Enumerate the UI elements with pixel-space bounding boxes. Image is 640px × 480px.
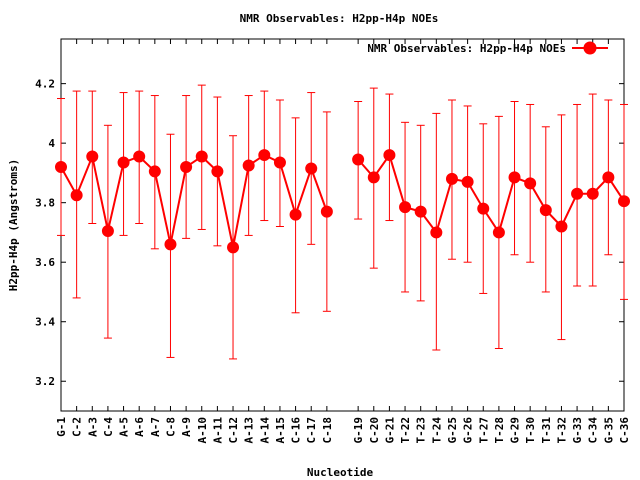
data-point (70, 189, 83, 202)
x-tick-label: A-15 (274, 417, 287, 444)
x-tick-label: T-32 (555, 417, 568, 444)
data-point (180, 160, 193, 173)
data-point (445, 172, 458, 185)
x-tick-label: G-33 (571, 417, 584, 444)
x-tick-label: G-25 (446, 417, 459, 444)
x-tick-label: A-3 (86, 417, 99, 437)
chart-title: NMR Observables: H2pp-H4p NOEs (240, 12, 439, 25)
x-tick-label: G-26 (462, 417, 475, 444)
x-tick-label: C-12 (227, 417, 240, 444)
x-tick-label: A-10 (196, 417, 209, 444)
x-tick-label: A-5 (118, 417, 131, 437)
data-point (524, 177, 537, 190)
data-point (539, 204, 552, 217)
legend-swatch-marker (583, 41, 597, 55)
data-point (320, 205, 333, 218)
data-point (399, 201, 412, 214)
data-point (273, 156, 286, 169)
data-point (430, 226, 443, 239)
data-point (101, 224, 114, 237)
plot-frame (60, 38, 625, 412)
legend-label: NMR Observables: H2pp-H4p NOEs (367, 42, 566, 55)
data-point (305, 162, 318, 175)
data-point (258, 149, 271, 162)
data-point (555, 220, 568, 233)
y-tick-label: 3.4 (35, 316, 55, 329)
y-tick-label: 3.6 (35, 256, 55, 269)
x-tick-label: C-16 (290, 417, 303, 444)
x-tick-label: G-1 (55, 417, 68, 437)
data-point (461, 175, 474, 188)
x-tick-label: C-34 (587, 417, 600, 444)
data-point (367, 171, 380, 184)
x-tick-label: T-28 (493, 417, 506, 444)
x-tick-label: C-2 (71, 417, 84, 437)
data-point (477, 202, 490, 215)
x-tick-label: C-18 (321, 417, 334, 444)
x-tick-label: C-36 (618, 417, 631, 444)
x-tick-label: C-8 (164, 417, 177, 437)
data-point (86, 150, 99, 163)
data-points (55, 149, 630, 254)
x-axis: G-1 C-2 A-3 C-4 A-5 A-6 A-7 C-8 A-9 A-10 A-11 C-12 A… (55, 39, 631, 444)
series-line (357, 152, 625, 235)
x-tick-label: T-22 (399, 417, 412, 444)
data-point (242, 159, 255, 172)
y-axis-label: H2pp-H4p (Angstroms) (7, 159, 20, 291)
data-point (586, 187, 599, 200)
x-tick-label: T-24 (430, 417, 443, 444)
x-tick-label: G-19 (352, 417, 365, 444)
data-point (148, 165, 161, 178)
x-tick-label: G-35 (602, 417, 615, 444)
x-tick-label: T-30 (524, 417, 537, 444)
data-point (383, 149, 396, 162)
y-tick-label: 3.8 (35, 197, 55, 210)
y-tick-label: 4 (48, 137, 55, 150)
series-line (60, 153, 328, 248)
x-tick-label: T-27 (477, 417, 490, 444)
data-point (289, 208, 302, 221)
data-point (414, 205, 427, 218)
x-tick-label: A-13 (243, 417, 256, 444)
data-point (602, 171, 615, 184)
x-tick-label: A-14 (258, 417, 271, 444)
data-point (618, 195, 630, 208)
x-tick-label: C-4 (102, 417, 115, 437)
data-point (195, 150, 208, 163)
data-point (508, 171, 521, 184)
data-point (55, 160, 67, 173)
x-tick-label: G-29 (509, 417, 522, 444)
data-point (571, 187, 584, 200)
error-bars (57, 84, 628, 360)
x-tick-label: A-7 (149, 417, 162, 437)
x-tick-label: G-21 (383, 417, 396, 444)
x-tick-label: C-20 (368, 417, 381, 444)
x-tick-label: A-9 (180, 417, 193, 437)
x-tick-label: C-17 (305, 417, 318, 444)
x-tick-label: A-11 (211, 417, 224, 444)
x-tick-label: A-6 (133, 417, 146, 437)
x-tick-label: T-31 (540, 417, 553, 444)
data-point (352, 153, 365, 166)
data-point (164, 238, 177, 251)
series-line-layer (60, 152, 625, 248)
x-axis-label: Nucleotide (307, 466, 374, 479)
data-point (492, 226, 505, 239)
x-tick-label: T-23 (415, 417, 428, 444)
y-tick-label: 4.2 (35, 78, 55, 91)
data-point (227, 241, 240, 254)
data-point (117, 156, 130, 169)
y-tick-label: 3.2 (35, 375, 55, 388)
data-point (211, 165, 224, 178)
data-point (133, 150, 146, 163)
legend: NMR Observables: H2pp-H4p NOEs (367, 41, 608, 55)
